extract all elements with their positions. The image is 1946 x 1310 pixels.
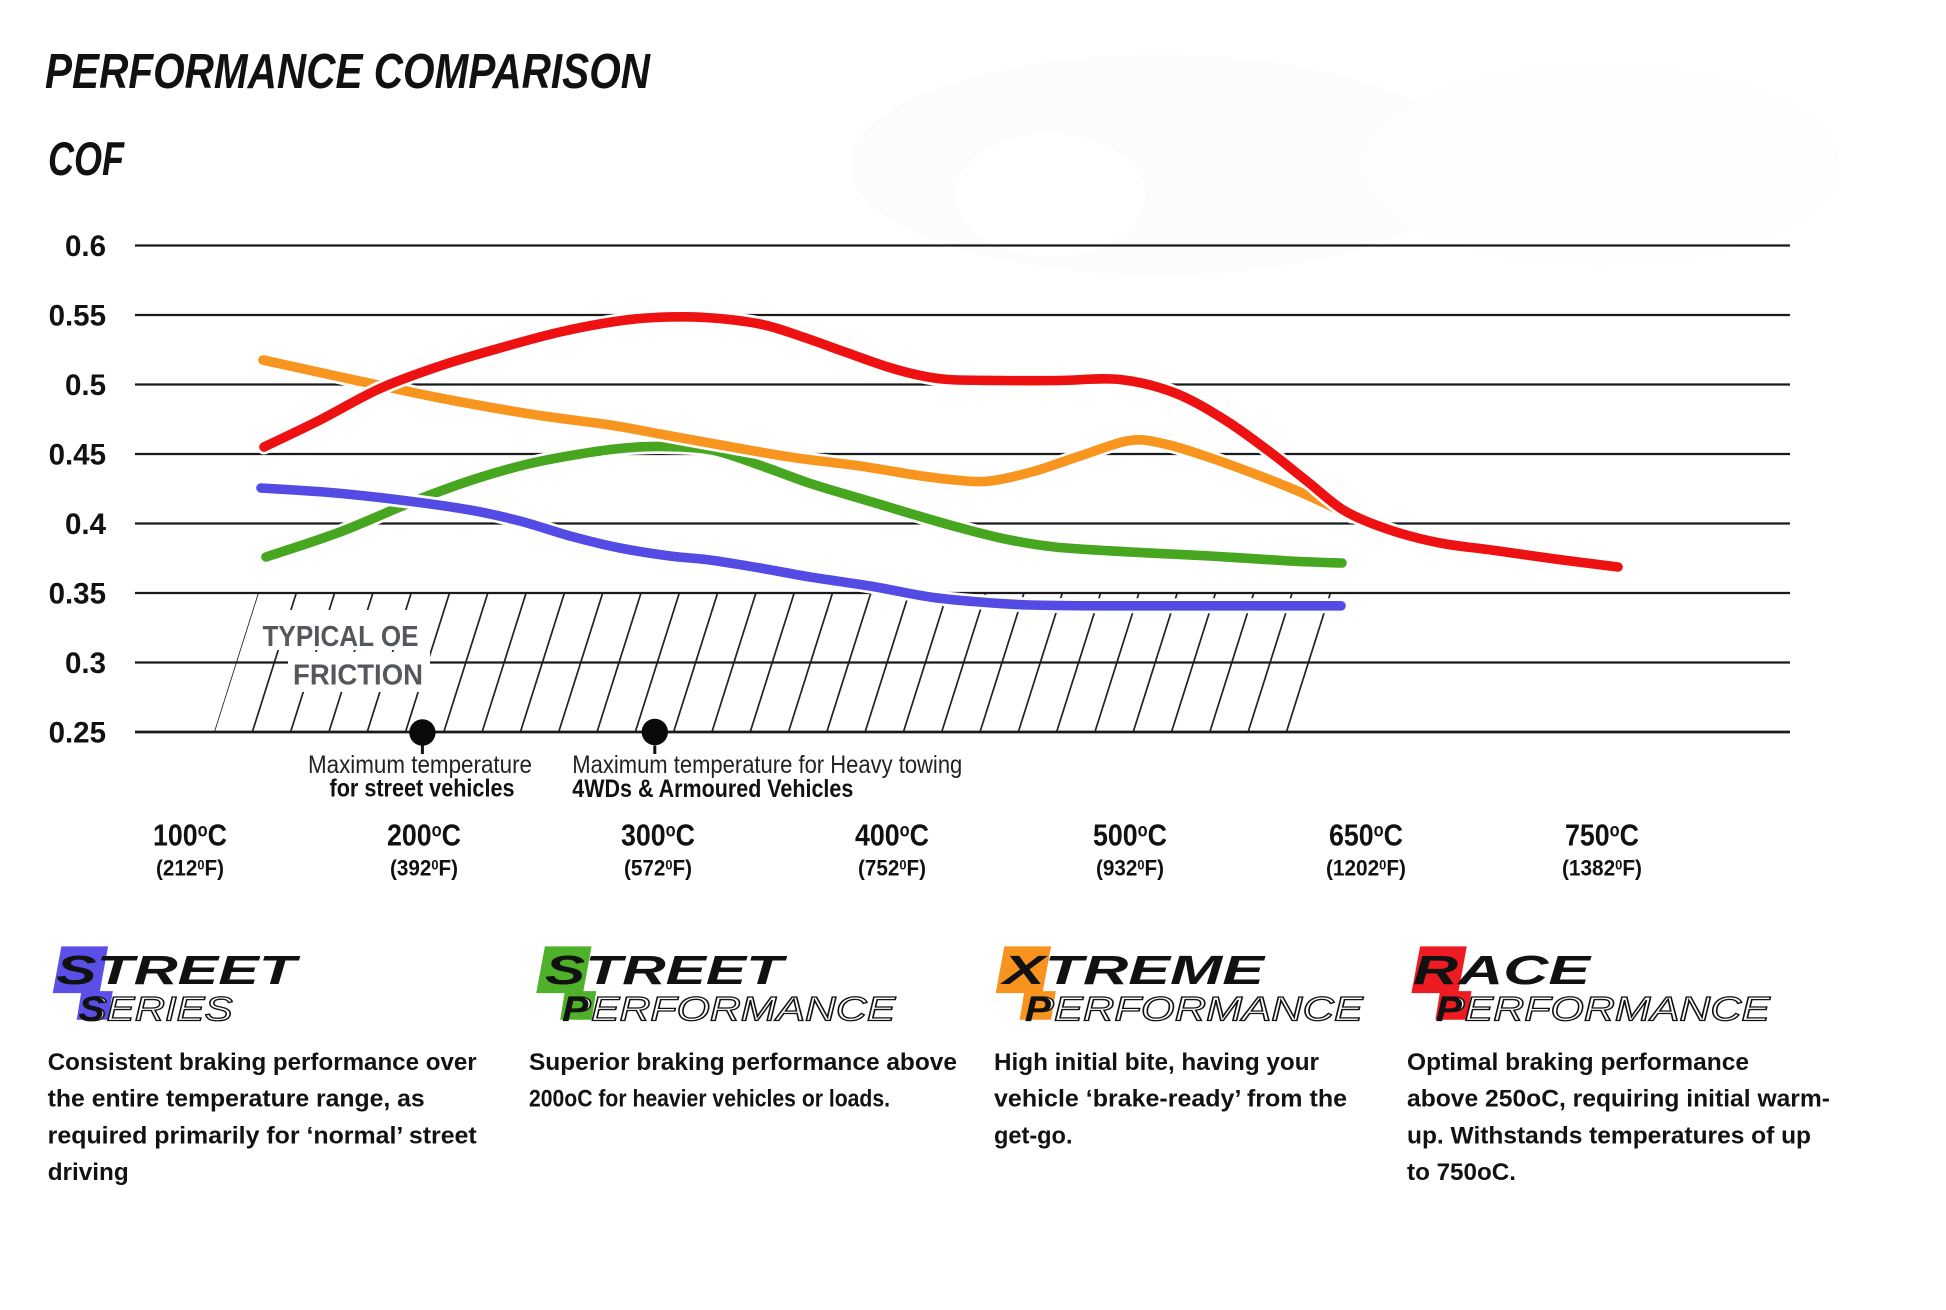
svg-text:get-go.: get-go. — [994, 1122, 1073, 1149]
svg-text:S: S — [79, 991, 105, 1029]
svg-text:Optimal braking performance: Optimal braking performance — [1407, 1049, 1749, 1076]
svg-text:(3920F): (3920F) — [390, 856, 458, 881]
svg-text:COF: COF — [48, 132, 125, 185]
svg-text:to 750oC.: to 750oC. — [1407, 1159, 1516, 1186]
svg-text:(2120F): (2120F) — [156, 856, 224, 881]
svg-text:650oC: 650oC — [1329, 818, 1403, 853]
svg-text:0.25: 0.25 — [49, 716, 106, 749]
svg-text:0.55: 0.55 — [49, 299, 106, 332]
svg-text:TYPICAL OE: TYPICAL OE — [263, 621, 419, 653]
svg-text:required primarily for ‘normal: required primarily for ‘normal’ street — [48, 1122, 477, 1149]
svg-text:(13820F): (13820F) — [1562, 856, 1642, 881]
svg-text:PERFORMANCE: PERFORMANCE — [1436, 991, 1770, 1029]
svg-text:300oC: 300oC — [621, 818, 695, 853]
svg-text:P: P — [562, 991, 588, 1029]
svg-text:200oC: 200oC — [387, 818, 461, 853]
svg-text:P: P — [1436, 991, 1462, 1029]
svg-text:(9320F): (9320F) — [1096, 856, 1164, 881]
svg-text:0.4: 0.4 — [65, 508, 107, 541]
svg-text:100oC: 100oC — [153, 818, 227, 853]
svg-text:4WDs & Armoured Vehicles: 4WDs & Armoured Vehicles — [572, 775, 853, 803]
svg-text:0.6: 0.6 — [65, 230, 106, 263]
svg-text:0.3: 0.3 — [65, 647, 106, 680]
svg-text:0.35: 0.35 — [49, 577, 106, 610]
svg-text:500oC: 500oC — [1093, 818, 1167, 853]
svg-text:FRICTION: FRICTION — [293, 660, 423, 692]
svg-text:PERFORMANCE COMPARISON: PERFORMANCE COMPARISON — [45, 45, 651, 99]
svg-text:up. Withstands temperatures of: up. Withstands temperatures of up — [1407, 1122, 1811, 1149]
svg-text:Maximum temperature: Maximum temperature — [308, 751, 532, 779]
svg-text:SERIES: SERIES — [79, 991, 233, 1029]
svg-text:P: P — [1025, 991, 1051, 1029]
svg-text:STREET: STREET — [56, 947, 300, 993]
svg-text:STREET: STREET — [545, 947, 787, 993]
svg-text:RACE: RACE — [1413, 947, 1592, 993]
svg-text:above 250oC, requiring initial: above 250oC, requiring initial warm- — [1407, 1086, 1830, 1113]
svg-text:(12020F): (12020F) — [1326, 856, 1406, 881]
svg-text:400oC: 400oC — [855, 818, 929, 853]
svg-text:(5720F): (5720F) — [624, 856, 692, 881]
svg-text:(7520F): (7520F) — [858, 856, 926, 881]
svg-text:Superior braking performance a: Superior braking performance above — [529, 1049, 957, 1076]
svg-text:the entire temperature range,: the entire temperature range, as — [48, 1086, 425, 1113]
svg-text:Maximum temperature for Heavy: Maximum temperature for Heavy towing — [572, 751, 962, 779]
svg-text:Consistent braking performance: Consistent braking performance over — [48, 1049, 477, 1076]
svg-text:XTREME: XTREME — [1000, 947, 1267, 993]
svg-text:High initial bite, having your: High initial bite, having your — [994, 1049, 1319, 1076]
svg-text:750oC: 750oC — [1565, 818, 1639, 853]
svg-text:200oC for heavier vehicles or: 200oC for heavier vehicles or loads. — [529, 1086, 890, 1113]
svg-text:PERFORMANCE: PERFORMANCE — [1025, 991, 1363, 1029]
svg-text:vehicle ‘brake-ready’ from the: vehicle ‘brake-ready’ from the — [994, 1086, 1347, 1113]
svg-text:PERFORMANCE: PERFORMANCE — [562, 991, 895, 1029]
svg-text:0.5: 0.5 — [65, 369, 106, 402]
svg-text:0.45: 0.45 — [49, 438, 106, 471]
svg-text:for street vehicles: for street vehicles — [330, 775, 515, 803]
svg-text:driving: driving — [48, 1159, 129, 1186]
